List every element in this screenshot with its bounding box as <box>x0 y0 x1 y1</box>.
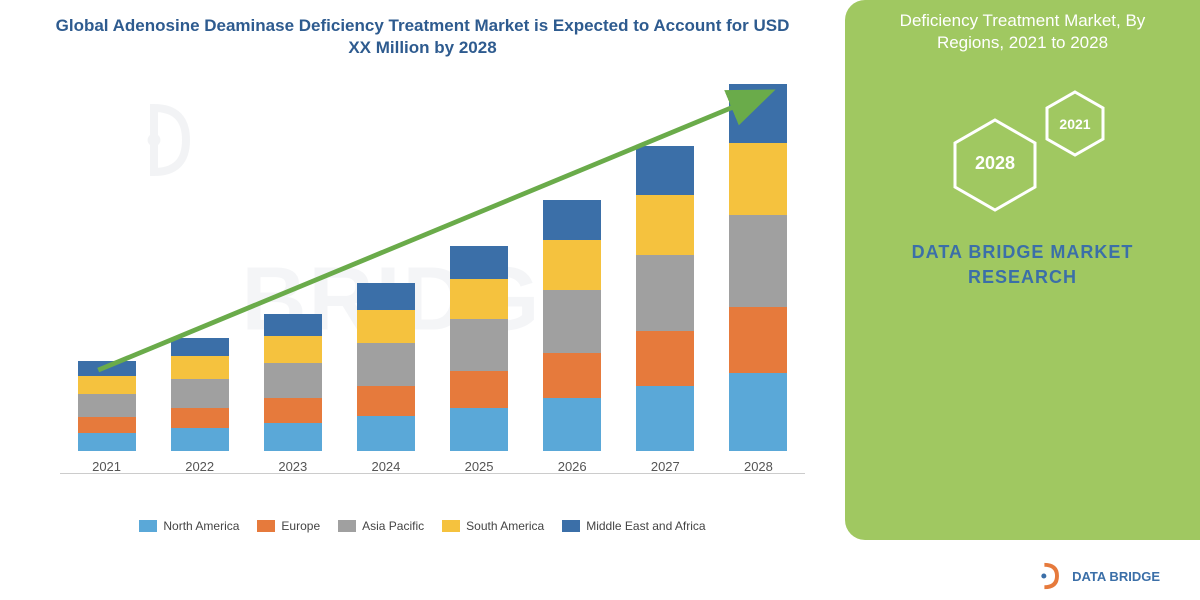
bar-group-2023: 2023 <box>258 314 328 474</box>
legend-swatch <box>338 520 356 532</box>
legend-swatch <box>257 520 275 532</box>
main-container: Global Adenosine Deaminase Deficiency Tr… <box>0 0 1200 600</box>
legend-item-europe: Europe <box>257 519 320 533</box>
bar-year-label: 2026 <box>558 459 587 474</box>
bar-segment-north-america <box>357 416 415 451</box>
bar-stack <box>636 146 694 451</box>
bar-segment-south-america <box>729 143 787 215</box>
bar-segment-europe <box>543 353 601 398</box>
bar-segment-europe <box>78 417 136 433</box>
bar-segment-north-america <box>171 428 229 451</box>
bar-stack <box>450 246 508 451</box>
bar-segment-south-america <box>450 279 508 319</box>
bar-segment-asia-pacific <box>729 215 787 307</box>
hexagon-badges: 2028 2021 <box>935 85 1135 225</box>
bar-segment-south-america <box>264 336 322 363</box>
chart-section: Global Adenosine Deaminase Deficiency Tr… <box>0 0 845 600</box>
bar-segment-europe <box>636 331 694 386</box>
footer-logo-icon <box>1036 562 1064 590</box>
bar-stack <box>357 283 415 451</box>
side-panel: Deficiency Treatment Market, By Regions,… <box>845 0 1200 600</box>
bar-segment-middle-east-and-africa <box>729 84 787 143</box>
bar-stack <box>264 314 322 451</box>
bar-year-label: 2023 <box>278 459 307 474</box>
bar-group-2022: 2022 <box>165 338 235 474</box>
legend-item-north-america: North America <box>139 519 239 533</box>
bar-group-2025: 2025 <box>444 246 514 474</box>
bar-year-label: 2021 <box>92 459 121 474</box>
bar-segment-europe <box>357 386 415 416</box>
bar-stack <box>78 361 136 451</box>
legend-item-south-america: South America <box>442 519 544 533</box>
legend-item-middle-east-and-africa: Middle East and Africa <box>562 519 705 533</box>
bar-year-label: 2027 <box>651 459 680 474</box>
bar-segment-asia-pacific <box>264 363 322 397</box>
brand-text: DATA BRIDGE MARKET RESEARCH <box>845 240 1200 290</box>
legend-swatch <box>562 520 580 532</box>
bar-stack <box>171 338 229 451</box>
bar-group-2024: 2024 <box>351 283 421 474</box>
legend-label: South America <box>466 519 544 533</box>
bar-group-2021: 2021 <box>72 361 142 474</box>
bar-segment-middle-east-and-africa <box>636 146 694 195</box>
bar-segment-south-america <box>357 310 415 343</box>
brand-line1: DATA BRIDGE MARKET <box>912 242 1134 262</box>
brand-line2: RESEARCH <box>968 267 1077 287</box>
bar-group-2026: 2026 <box>537 200 607 474</box>
legend-item-asia-pacific: Asia Pacific <box>338 519 424 533</box>
bar-segment-north-america <box>729 373 787 451</box>
bar-segment-middle-east-and-africa <box>171 338 229 356</box>
footer-logo-text: DATA BRIDGE <box>1072 569 1160 584</box>
chart-legend: North America Europe Asia Pacific South Ame… <box>20 519 825 533</box>
bar-segment-europe <box>171 408 229 429</box>
hex-label-2021: 2021 <box>1059 116 1090 132</box>
chart-area: 2021 2022 2023 2024 2025 2026 2027 2028 <box>20 74 825 514</box>
bar-segment-europe <box>450 371 508 408</box>
bars-container: 2021 2022 2023 2024 2025 2026 2027 2028 <box>60 74 805 474</box>
bar-segment-asia-pacific <box>171 379 229 408</box>
chart-title: Global Adenosine Deaminase Deficiency Tr… <box>20 15 825 59</box>
legend-label: Europe <box>281 519 320 533</box>
bar-segment-middle-east-and-africa <box>357 283 415 310</box>
hex-label-2028: 2028 <box>975 153 1015 173</box>
bar-segment-asia-pacific <box>450 319 508 371</box>
bar-segment-asia-pacific <box>357 343 415 386</box>
bar-segment-north-america <box>78 433 136 451</box>
bar-segment-europe <box>729 307 787 373</box>
footer-logo: DATA BRIDGE <box>1036 562 1160 590</box>
bar-segment-middle-east-and-africa <box>543 200 601 240</box>
bar-segment-north-america <box>636 386 694 451</box>
bar-year-label: 2024 <box>371 459 400 474</box>
bar-segment-south-america <box>78 376 136 394</box>
legend-label: Asia Pacific <box>362 519 424 533</box>
bar-stack <box>543 200 601 451</box>
bar-segment-middle-east-and-africa <box>264 314 322 336</box>
legend-label: North America <box>163 519 239 533</box>
bar-segment-south-america <box>543 240 601 289</box>
bar-segment-south-america <box>636 195 694 255</box>
bar-segment-asia-pacific <box>636 255 694 331</box>
legend-label: Middle East and Africa <box>586 519 705 533</box>
bar-segment-asia-pacific <box>543 290 601 353</box>
bar-segment-north-america <box>264 423 322 452</box>
bar-group-2027: 2027 <box>630 146 700 474</box>
bar-segment-south-america <box>171 356 229 379</box>
bar-segment-middle-east-and-africa <box>78 361 136 376</box>
side-title: Deficiency Treatment Market, By Regions,… <box>865 10 1180 54</box>
bar-group-2028: 2028 <box>723 84 793 474</box>
bar-year-label: 2025 <box>465 459 494 474</box>
bar-segment-middle-east-and-africa <box>450 246 508 279</box>
bar-segment-asia-pacific <box>78 394 136 417</box>
bar-segment-north-america <box>543 398 601 451</box>
bar-stack <box>729 84 787 451</box>
bar-year-label: 2028 <box>744 459 773 474</box>
bar-year-label: 2022 <box>185 459 214 474</box>
legend-swatch <box>442 520 460 532</box>
bar-segment-europe <box>264 398 322 423</box>
legend-swatch <box>139 520 157 532</box>
bar-segment-north-america <box>450 408 508 451</box>
